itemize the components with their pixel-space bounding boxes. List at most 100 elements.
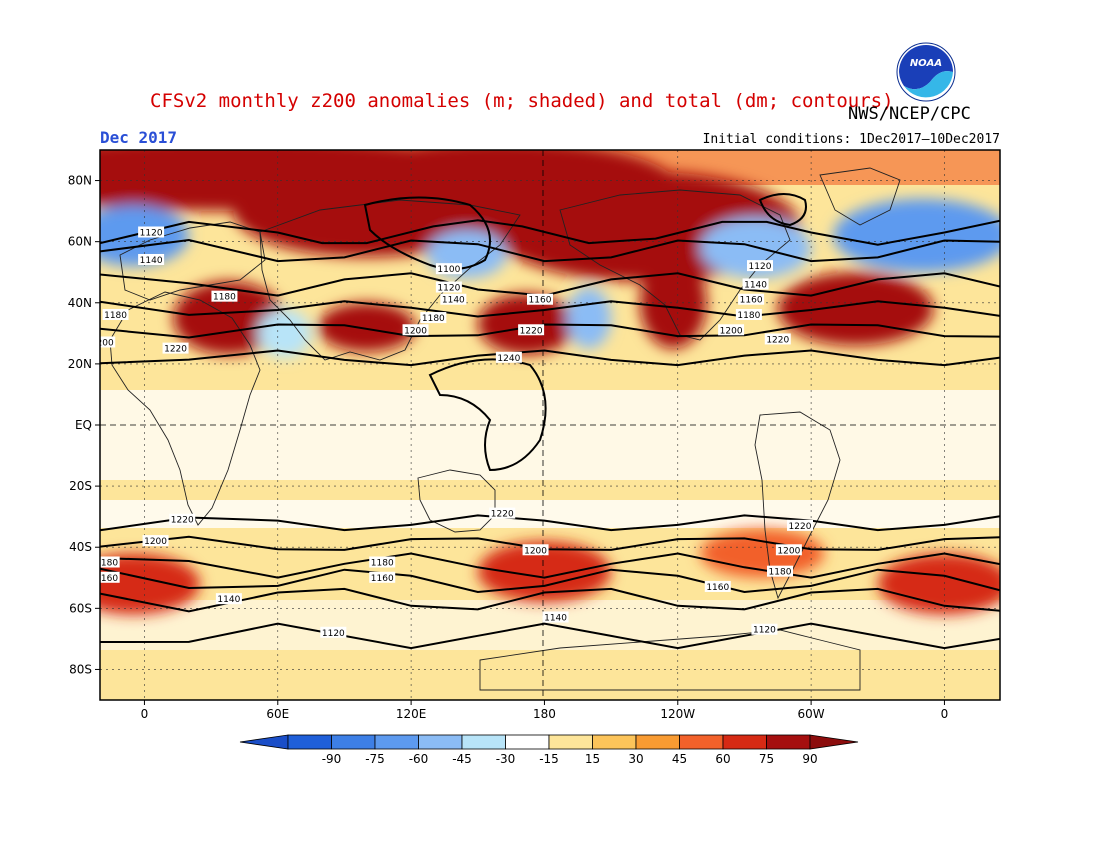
contour-label-text: 1120 xyxy=(140,229,163,239)
contour-label-text: 1140 xyxy=(217,595,240,605)
anomaly-blob xyxy=(877,553,1000,615)
contour-label-box xyxy=(102,309,129,320)
colorbar-swatch xyxy=(722,734,767,750)
contour-label-text: 1140 xyxy=(544,614,567,624)
contour-label-text: 1160 xyxy=(706,583,729,593)
lon-tick-label: 120W xyxy=(660,707,695,721)
contour-label-box xyxy=(100,336,116,348)
contour-label: 1200 xyxy=(142,535,169,547)
lon-tick-label: 0 xyxy=(941,707,949,721)
height-contour xyxy=(100,535,1000,551)
contour-label-text: 1220 xyxy=(520,326,543,336)
height-contours xyxy=(100,219,1000,650)
contour-label-box xyxy=(320,626,347,638)
initial-conditions: Initial conditions: 1Dec2017–10Dec2017 xyxy=(702,132,1000,147)
anomaly-blob xyxy=(477,541,612,603)
colorbar-label: 60 xyxy=(715,752,730,766)
colorbar-swatch xyxy=(331,734,376,750)
arctic-low-contour xyxy=(758,193,807,227)
contour-label: 1160 xyxy=(527,293,553,306)
contour-label-text: 1120 xyxy=(749,262,772,272)
contour-label-text: 1160 xyxy=(95,574,118,584)
contour-label-box xyxy=(169,513,196,525)
contour-label-text: 1160 xyxy=(371,574,394,584)
contour-label-box xyxy=(742,278,769,290)
contour-label-box xyxy=(435,281,462,293)
contour-label-text: 1140 xyxy=(744,280,767,290)
height-contour xyxy=(100,272,1000,297)
contour-label-box xyxy=(495,351,522,363)
contour-label-box xyxy=(138,254,165,265)
noaa-logo-text: NOAA xyxy=(910,58,942,69)
contour-label-text: 1200 xyxy=(144,537,167,547)
contour-label: 1180 xyxy=(767,565,793,578)
lat-tick-label: 60S xyxy=(69,601,92,615)
contour-label-text: 1160 xyxy=(740,296,763,306)
australia-outline xyxy=(417,469,496,533)
contour-label: 1160 xyxy=(738,293,765,306)
contour-label-box xyxy=(787,519,813,531)
colorbar-high-triangle xyxy=(809,734,859,750)
contour-label-text: 1140 xyxy=(442,296,465,306)
contour-label: 1140 xyxy=(440,293,467,306)
contour-labels: 1120 1140 1180 1180 1200 1220 1100 1120 1140 1180… xyxy=(91,226,813,639)
contour-label: 1140 xyxy=(138,254,165,266)
contour-label: 1140 xyxy=(542,611,569,624)
contour-label-text: 1220 xyxy=(171,516,194,526)
colorbar-swatch xyxy=(418,734,463,750)
colorbar-swatch xyxy=(287,734,332,750)
contour-label: 1180 xyxy=(735,309,762,321)
contour-label-box xyxy=(738,293,765,305)
lat-tick-label: 40S xyxy=(69,540,92,554)
lat-tick-label: 40N xyxy=(68,296,92,310)
height-contour xyxy=(100,219,1000,246)
contour-label-box xyxy=(138,226,165,238)
contour-label-box xyxy=(100,556,120,568)
contour-label: 1200 xyxy=(522,544,549,556)
contour-label-text: 1200 xyxy=(91,339,114,349)
colorbar-swatch xyxy=(635,734,680,750)
contour-label-box xyxy=(542,611,569,623)
contour-label-box xyxy=(767,565,793,577)
colorbar-swatch xyxy=(592,734,637,750)
anomaly-blob xyxy=(317,302,416,352)
contour-label: 1200 xyxy=(775,544,802,556)
contour-label-box xyxy=(435,263,462,275)
contour-label-box xyxy=(518,324,545,336)
contour-label-text: 1220 xyxy=(164,345,187,355)
siberia-low-contour xyxy=(363,196,491,270)
contour-label: 1200 xyxy=(91,336,116,349)
height-contour xyxy=(100,238,1000,263)
lon-tick-label: 0 xyxy=(141,707,149,721)
contour-label-text: 1100 xyxy=(437,265,460,275)
greenland-outline xyxy=(819,167,901,226)
anomaly-blob xyxy=(566,287,612,349)
contour-label-box xyxy=(489,507,516,519)
contour-label: 1140 xyxy=(215,593,242,605)
lon-tick-label: 60E xyxy=(266,707,289,721)
tropical-neutral-band xyxy=(100,390,1000,480)
noaa-logo: NOAA xyxy=(896,42,956,102)
contour-label-text: 1180 xyxy=(213,293,236,303)
contour-label: 1220 xyxy=(787,519,813,532)
colorbar-swatch xyxy=(548,734,593,750)
contour-label-box xyxy=(420,312,447,324)
height-contour xyxy=(100,300,1000,318)
colorbar-label: -90 xyxy=(322,752,342,766)
contour-label-text: 1200 xyxy=(720,326,743,336)
contour-label-box xyxy=(369,556,396,568)
contour-label-text: 1200 xyxy=(404,326,427,336)
contour-label-box xyxy=(142,535,169,547)
latitude-axis: 80N 60N 40N 20N EQ 20S 40S 60S 80S xyxy=(68,174,100,676)
contour-label: 1120 xyxy=(751,623,778,636)
forecast-month: Dec 2017 xyxy=(100,128,178,147)
height-contour xyxy=(100,567,1000,594)
colorbar-label: 75 xyxy=(759,752,774,766)
contour-label: 1220 xyxy=(169,513,196,526)
contour-label-text: 1180 xyxy=(769,568,792,578)
contour-label-text: 1220 xyxy=(491,510,514,520)
contour-label-text: 1200 xyxy=(524,546,547,556)
contour-label-text: 1220 xyxy=(766,335,789,345)
colorbar-swatch xyxy=(505,734,550,750)
contour-label-text: 1180 xyxy=(104,311,127,321)
